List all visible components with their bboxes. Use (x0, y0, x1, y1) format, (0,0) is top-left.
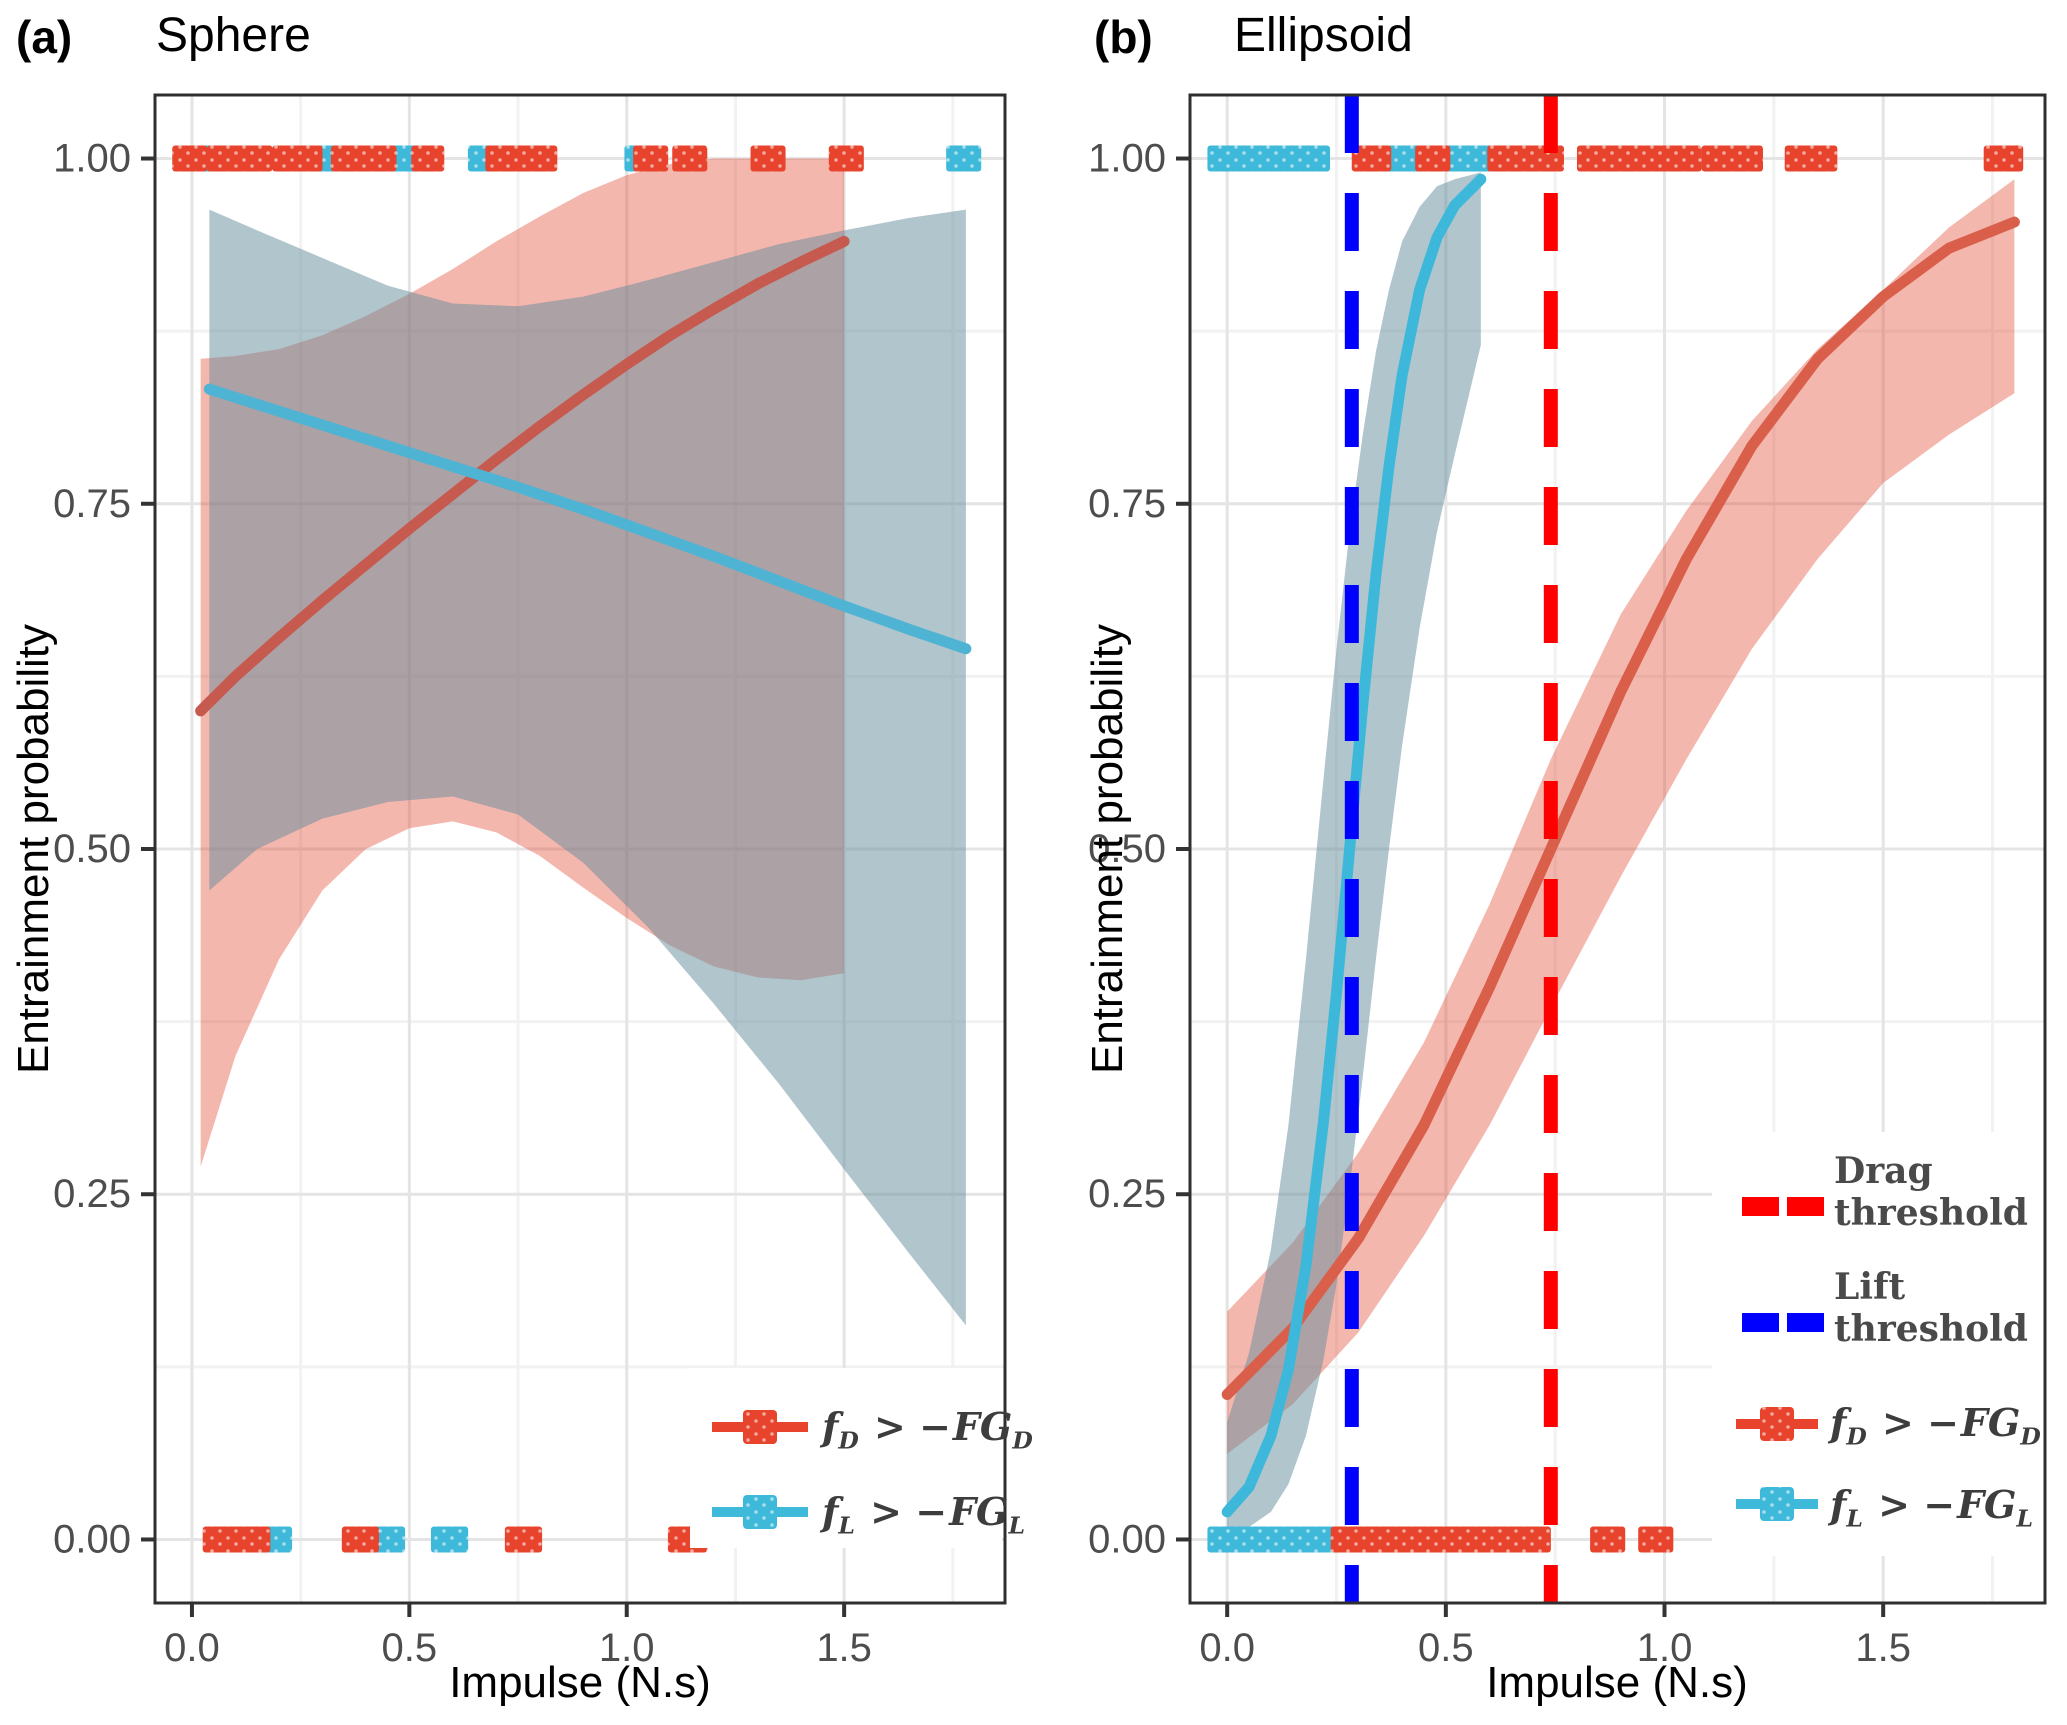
x-tick-label: 0.0 (164, 1626, 220, 1670)
legend-a-lift-series-label: fL > −FGL (822, 1489, 1026, 1540)
legend-b-lift-threshold-label-line2: threshold (1834, 1308, 2028, 1350)
x-tick-label: 1.0 (1637, 1626, 1693, 1670)
f-symbol: f (822, 1404, 839, 1449)
y-tick-label: 0.50 (1088, 827, 1166, 871)
legend-b-lift-series-label: fL > −FGL (1830, 1482, 2034, 1533)
x-tick-label: 1.0 (599, 1626, 655, 1670)
lift-fit-curve-b (1221, 173, 1487, 1518)
lift-fit-curve-a (203, 383, 972, 655)
panel-b-y-axis-title: Entrainment probability (1083, 623, 1132, 1075)
legend-b-drag-threshold-label-line1: Drag (1834, 1150, 1933, 1192)
legend-b-lift-threshold-label-line1: Lift (1834, 1266, 1906, 1308)
drag-threshold-key (1787, 1197, 1824, 1216)
panel-a-title: Sphere (156, 9, 311, 62)
drag-fit-curve-a (195, 235, 850, 717)
y-tick-label: 0.75 (1088, 482, 1166, 526)
x-tick-label: 0.5 (382, 1626, 438, 1670)
y-tick-label: 0.50 (53, 827, 131, 871)
panel-a-y-axis-title: Entrainment probability (9, 623, 58, 1075)
legend-a-drag-series-label: fD > −FGD (822, 1404, 1033, 1455)
panel-a-x-axis-title: Impulse (N.s) (449, 1658, 711, 1707)
lift-threshold-key (1787, 1313, 1824, 1332)
drag-threshold-key (1742, 1197, 1779, 1216)
x-tick-label: 0.5 (1418, 1626, 1474, 1670)
legend-a-background (690, 1368, 1002, 1548)
lift-confidence-band-a (209, 209, 966, 1326)
y-tick-label: 0.25 (53, 1172, 131, 1216)
panel-b-x-axis-title: Impulse (N.s) (1486, 1658, 1748, 1707)
legend-b-drag-series-label: fD > −FGD (1830, 1400, 2041, 1451)
y-tick-label: 0.75 (53, 482, 131, 526)
drag-fit-curve-b (1221, 216, 2020, 1400)
y-tick-label: 1.00 (53, 137, 131, 181)
panel-a-plot: 0.0 0.5 1.0 1.5 0.00 0.25 0.50 0.75 1.00 (53, 93, 1007, 1670)
y-tick-label: 1.00 (1088, 137, 1166, 181)
x-tick-label: 1.5 (816, 1626, 872, 1670)
y-tick-label: 0.00 (1088, 1517, 1166, 1561)
panel-b-tag: (b) (1094, 11, 1153, 63)
f-symbol: f (822, 1489, 839, 1534)
panel-b-plot: 0.0 0.5 1.0 1.5 0.00 0.25 0.50 0.75 1.00 (1088, 93, 2047, 1670)
legend-b-drag-threshold-label-line2: threshold (1834, 1192, 2028, 1234)
lift-threshold-key (1742, 1313, 1779, 1332)
panel-b-title: Ellipsoid (1234, 9, 1413, 62)
y-tick-label: 0.00 (53, 1517, 131, 1561)
panel-a-tag: (a) (16, 11, 73, 63)
y-tick-label: 0.25 (1088, 1172, 1166, 1216)
x-tick-label: 1.5 (1855, 1626, 1911, 1670)
x-tick-label: 0.0 (1199, 1626, 1255, 1670)
